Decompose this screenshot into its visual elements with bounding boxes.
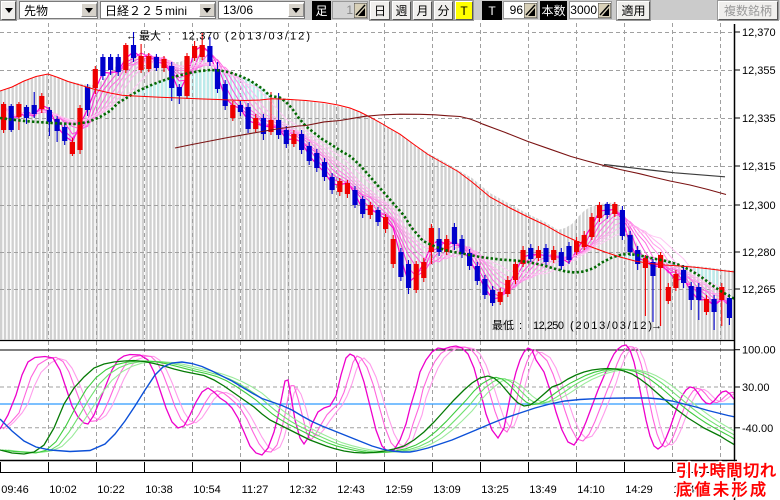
- svg-text:12,355: 12,355: [742, 65, 776, 77]
- svg-text:12,370: 12,370: [182, 31, 219, 43]
- svg-text::: :: [168, 31, 171, 43]
- svg-text:09:46: 09:46: [1, 484, 29, 496]
- svg-text:12:43: 12:43: [337, 484, 365, 496]
- svg-text:10:38: 10:38: [145, 484, 173, 496]
- svg-text:12,250: 12,250: [533, 320, 564, 332]
- svg-text:13:25: 13:25: [481, 484, 509, 496]
- svg-text::: :: [519, 320, 522, 332]
- svg-text:最低: 最低: [492, 319, 514, 332]
- svg-text:引け時間切れ: 引け時間切れ: [676, 461, 776, 480]
- svg-text:12,300: 12,300: [742, 200, 776, 212]
- svg-text:11:27: 11:27: [242, 484, 269, 496]
- svg-text:12,280: 12,280: [742, 247, 776, 259]
- svg-text:10:54: 10:54: [193, 484, 221, 496]
- svg-text:14:10: 14:10: [577, 484, 605, 496]
- svg-text:14:45: 14:45: [673, 484, 701, 496]
- svg-text:12,335: 12,335: [742, 113, 776, 125]
- svg-text:30.00: 30.00: [742, 382, 770, 394]
- svg-text:→: →: [651, 320, 662, 332]
- svg-text:-40.00: -40.00: [742, 423, 773, 435]
- svg-text:14:29: 14:29: [625, 484, 653, 496]
- svg-text:13:49: 13:49: [529, 484, 557, 496]
- svg-text:12:59: 12:59: [385, 484, 413, 496]
- svg-text:12,265: 12,265: [742, 284, 776, 296]
- svg-text:最大: 最大: [139, 29, 161, 43]
- svg-text:12,370: 12,370: [742, 27, 776, 39]
- svg-text:10:02: 10:02: [49, 484, 77, 496]
- svg-text:100.00: 100.00: [742, 345, 776, 357]
- svg-text:12,315: 12,315: [742, 161, 776, 173]
- svg-text:13:09: 13:09: [433, 484, 461, 496]
- svg-text:12:32: 12:32: [289, 484, 317, 496]
- svg-text:底値未形成: 底値未形成: [676, 480, 766, 499]
- svg-text:10:22: 10:22: [97, 484, 125, 496]
- svg-text:←: ←: [126, 31, 137, 43]
